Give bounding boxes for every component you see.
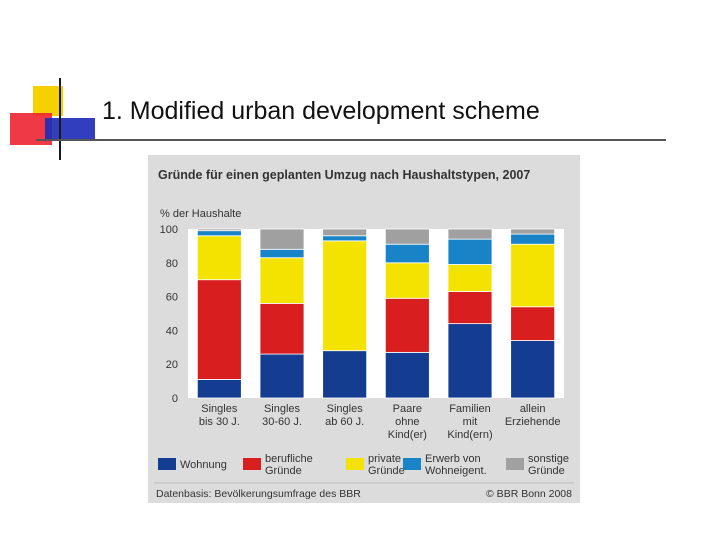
decor-vertical-line <box>59 78 61 160</box>
legend-label: Gründe <box>265 465 302 477</box>
bar-segment <box>259 257 305 304</box>
bar-segment <box>259 302 305 355</box>
legend-swatch <box>243 458 261 470</box>
legend-label: Wohnung <box>180 459 227 471</box>
bar-segment <box>510 306 556 341</box>
legend-label: Gründe <box>368 465 405 477</box>
source-note: Datenbasis: Bevölkerungsumfrage des BBR <box>156 488 361 500</box>
bar-segment <box>384 297 430 353</box>
copyright-note: © BBR Bonn 2008 <box>486 488 572 500</box>
decor-yellow-square <box>33 86 63 116</box>
stacked-bar-chart: Gründe für einen geplanten Umzug nach Ha… <box>154 168 574 500</box>
x-category-label: Erziehende <box>505 416 561 428</box>
x-category-label: ab 60 J. <box>325 416 364 428</box>
plot-area <box>188 229 564 398</box>
y-tick-label: 60 <box>166 292 178 304</box>
legend-swatch <box>506 458 524 470</box>
bar-segment <box>259 353 305 399</box>
bar-segment <box>322 235 368 242</box>
bar-segment <box>196 279 242 380</box>
x-category-label: Singles <box>327 403 364 415</box>
bar-segment <box>510 243 556 308</box>
y-tick-label: 40 <box>166 325 178 337</box>
legend-label: private <box>368 453 401 465</box>
x-category-label: ohne <box>395 416 419 428</box>
legend-label: berufliche <box>265 453 313 465</box>
title-underline <box>36 139 666 141</box>
chart-panel: Gründe für einen geplanten Umzug nach Ha… <box>148 155 580 503</box>
bar-segment <box>322 350 368 399</box>
x-category-label: bis 30 J. <box>199 416 240 428</box>
bar-segment <box>259 228 305 250</box>
legend-swatch <box>403 458 421 470</box>
bar-segment <box>196 230 242 237</box>
legend-label: Gründe <box>528 465 565 477</box>
bar-segment <box>384 262 430 299</box>
bar-segment <box>384 351 430 399</box>
bar-segment <box>510 340 556 399</box>
bar-segment <box>447 264 493 292</box>
bar-segment <box>447 228 493 240</box>
legend-swatch <box>346 458 364 470</box>
bar-segment <box>384 243 430 264</box>
y-tick-label: 100 <box>160 224 178 236</box>
bar-segment <box>447 238 493 265</box>
legend-label: Wohneigent. <box>425 465 487 477</box>
bar-segment <box>196 235 242 281</box>
bar-segment <box>510 233 556 245</box>
bar-segment <box>447 323 493 399</box>
chart-title: Gründe für einen geplanten Umzug nach Ha… <box>158 168 530 182</box>
x-category-label: Kind(er) <box>388 429 427 441</box>
y-tick-label: 80 <box>166 258 178 270</box>
slide-title: 1. Modified urban development scheme <box>102 97 540 125</box>
bar-segment <box>259 248 305 259</box>
bar-segment <box>196 228 242 232</box>
x-category-label: allein <box>520 403 546 415</box>
y-axis-label: % der Haushalte <box>160 208 241 220</box>
x-category-label: Kind(ern) <box>447 429 492 441</box>
bar-segment <box>322 240 368 352</box>
y-tick-label: 20 <box>166 359 178 371</box>
y-tick-label: 0 <box>172 393 178 405</box>
legend-swatch <box>158 458 176 470</box>
bar-segment <box>510 228 556 235</box>
bar-segment <box>322 228 368 237</box>
x-category-label: Singles <box>201 403 238 415</box>
x-category-label: Singles <box>264 403 301 415</box>
x-category-label: Familien <box>449 403 491 415</box>
x-category-label: 30-60 J. <box>262 416 302 428</box>
x-category-label: mit <box>463 416 478 428</box>
legend-label: Erwerb von <box>425 453 481 465</box>
bar-segment <box>384 228 430 245</box>
x-category-label: Paare <box>393 403 422 415</box>
legend-label: sonstige <box>528 453 569 465</box>
bar-segment <box>447 291 493 325</box>
bar-segment <box>196 379 242 399</box>
decor-blue-square <box>45 118 95 140</box>
